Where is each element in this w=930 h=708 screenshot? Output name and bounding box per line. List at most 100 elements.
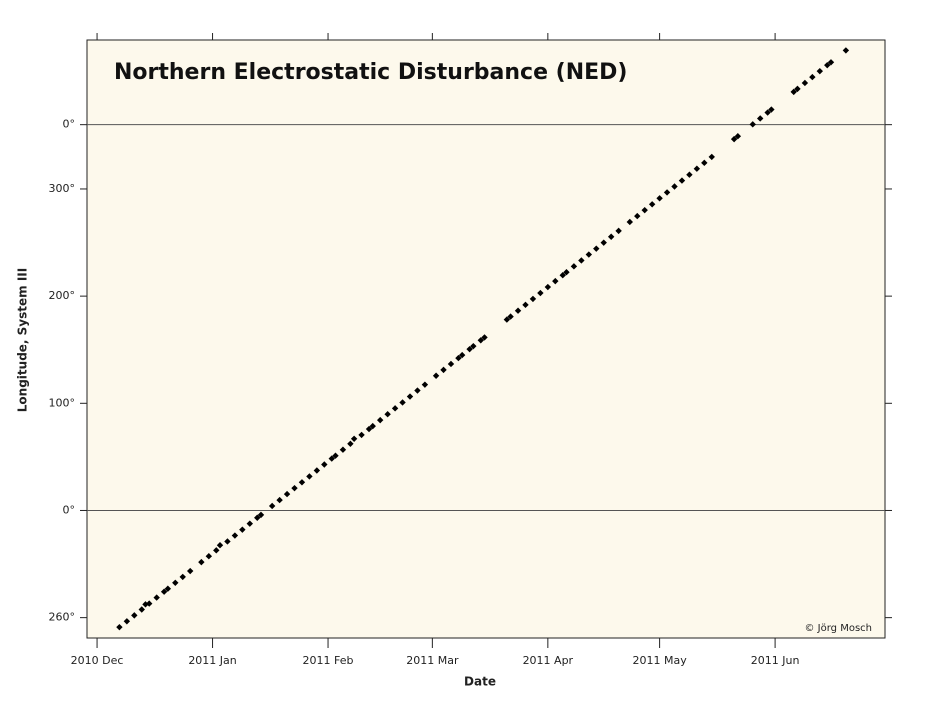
data-point — [552, 277, 559, 285]
data-point — [816, 67, 824, 75]
data-point — [332, 452, 339, 459]
data-point — [790, 88, 797, 96]
data-point — [146, 600, 153, 607]
x-tick-label: 2011 Feb — [303, 654, 354, 667]
x-tick-label: 2011 Jun — [751, 654, 800, 667]
data-point — [179, 573, 186, 581]
data-point — [369, 422, 376, 430]
y-tick-label: 260° — [49, 611, 76, 624]
data-point — [768, 106, 775, 113]
data-point — [481, 334, 488, 341]
x-tick-label: 2010 Dec — [71, 654, 124, 667]
data-point — [809, 73, 816, 81]
data-point — [477, 337, 484, 344]
data-point — [283, 490, 291, 498]
data-point — [607, 233, 615, 240]
data-point — [347, 440, 354, 448]
data-point — [470, 342, 477, 350]
y-tick-label: 0° — [63, 503, 76, 516]
data-point — [268, 502, 276, 510]
data-point — [634, 212, 641, 220]
data-point — [276, 496, 283, 504]
data-point — [216, 541, 224, 549]
data-point — [291, 484, 298, 492]
data-point — [529, 295, 537, 303]
data-point — [138, 606, 145, 613]
data-point — [116, 623, 123, 631]
data-point — [730, 135, 738, 143]
x-axis-label: Date — [464, 675, 496, 689]
data-point — [824, 61, 831, 69]
data-point — [321, 461, 328, 468]
data-point — [764, 109, 771, 116]
data-point — [231, 532, 239, 539]
data-point — [160, 588, 168, 595]
x-tick-label: 2011 Jan — [188, 654, 236, 667]
y-tick-label: 300° — [49, 182, 76, 195]
data-point — [131, 612, 138, 619]
data-point — [514, 307, 522, 314]
data-point — [153, 594, 160, 601]
data-point — [756, 115, 764, 122]
data-point — [432, 372, 440, 379]
x-tick-label: 2011 Apr — [523, 654, 574, 667]
data-point — [701, 159, 708, 167]
data-point — [693, 165, 701, 172]
data-point — [254, 514, 261, 521]
data-point — [313, 467, 321, 474]
data-point — [656, 195, 663, 202]
data-point — [507, 313, 514, 320]
data-point — [172, 579, 179, 587]
x-tick-label: 2011 Mar — [406, 654, 459, 667]
data-point — [648, 201, 656, 208]
data-point — [794, 85, 801, 93]
data-point — [406, 393, 414, 400]
data-point — [246, 520, 254, 527]
data-point — [458, 351, 466, 359]
data-point — [205, 553, 213, 560]
data-point — [328, 455, 335, 462]
data-point — [164, 585, 172, 592]
data-point — [503, 316, 511, 323]
data-point — [306, 473, 313, 480]
data-point — [578, 257, 585, 264]
data-point — [626, 218, 634, 226]
data-point — [123, 618, 131, 625]
data-point — [663, 189, 671, 196]
data-point — [544, 283, 552, 291]
data-point — [365, 425, 373, 433]
data-point — [749, 121, 756, 128]
data-point — [827, 59, 835, 66]
data-point — [339, 446, 347, 453]
y-axis-label: Longitude, System III — [16, 268, 30, 412]
data-point — [350, 435, 358, 442]
data-point — [447, 360, 455, 368]
credit: © Jörg Mosch — [805, 623, 873, 634]
data-point — [563, 269, 570, 276]
data-point — [414, 387, 421, 394]
data-point — [842, 47, 850, 54]
data-point — [615, 227, 622, 235]
data-point — [421, 381, 429, 388]
data-point — [708, 153, 715, 161]
data-point — [358, 431, 365, 439]
data-point — [585, 251, 593, 258]
data-point — [399, 399, 406, 406]
data-point — [224, 538, 231, 545]
data-point — [801, 79, 809, 87]
data-point — [384, 411, 391, 418]
data-point — [213, 547, 220, 554]
data-point — [559, 272, 566, 279]
y-tick-label: 100° — [49, 396, 76, 409]
data-point — [455, 354, 462, 362]
data-point — [678, 177, 686, 184]
data-point — [671, 183, 678, 190]
data-point — [239, 526, 246, 533]
data-point — [198, 558, 205, 566]
data-point — [686, 171, 693, 178]
y-tick-label: 0° — [63, 118, 76, 131]
data-point — [440, 366, 447, 374]
data-point — [391, 405, 399, 412]
